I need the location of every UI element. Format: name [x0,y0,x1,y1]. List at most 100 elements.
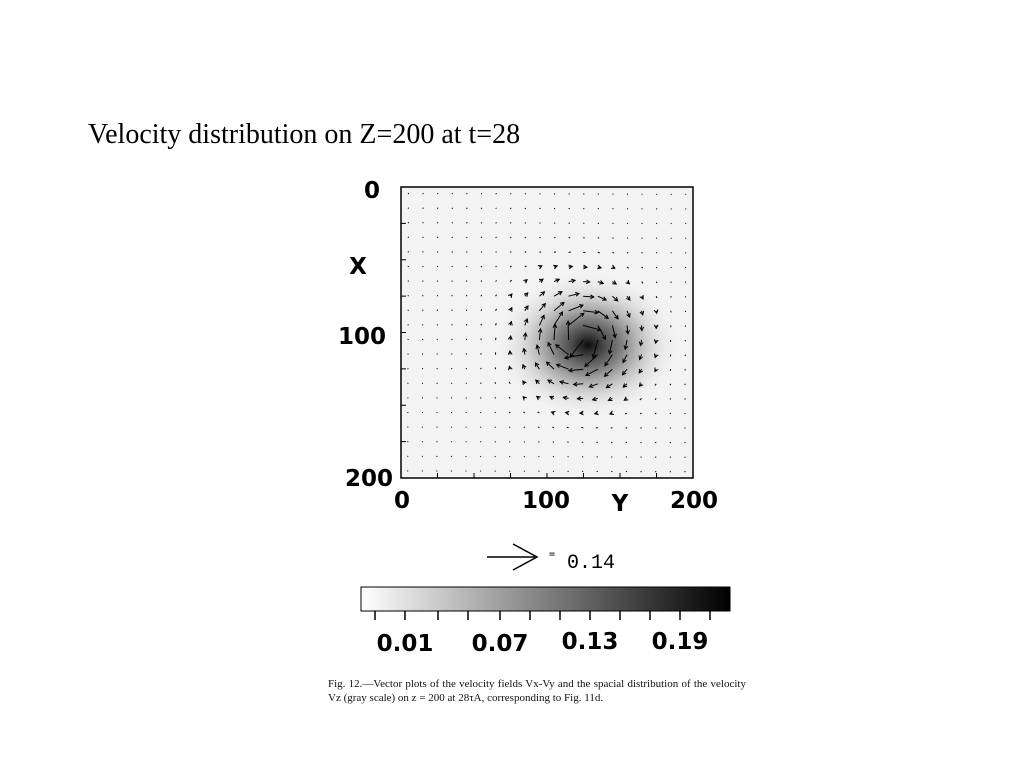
vector-arrow [612,295,619,302]
vector-arrow [684,252,687,254]
vector-arrow [654,398,657,400]
vector-arrow-head [625,329,630,335]
vector-arrow [422,251,424,253]
vector-arrow-head [547,379,552,384]
vector-arrow [422,207,424,209]
vector-arrow-head [623,396,629,401]
vector-arrow [480,207,483,210]
vector-arrow-head [549,395,554,401]
vector-arrow [451,280,453,282]
vector-arrow [641,281,644,284]
vector-arrow [640,456,642,458]
vector-arrow-head [522,347,527,353]
vector-arrow [494,397,497,399]
vector-arrow [495,193,497,195]
vector-arrow-head [540,291,546,296]
vector-arrow-head [508,293,513,299]
colorbar-tick-label: 0.01 [377,631,434,657]
vector-arrow [654,441,657,444]
vector-arrow [559,381,569,385]
vector-arrow [655,222,658,225]
vector-arrow [654,456,657,458]
vector-arrow [436,470,438,472]
vector-arrow-head [563,355,569,360]
vector-arrow-head [537,327,543,333]
vector-arrow-head [654,353,659,359]
vector-arrow [553,324,556,341]
vector-arrow [610,427,613,429]
vector-arrow [407,221,410,224]
vector-arrow-head [541,302,546,308]
vector-arrow-head [557,291,563,296]
vector-arrow-head [584,362,589,368]
vector-arrow [466,207,468,209]
y-tick-label: 100 [522,488,570,514]
vector-arrow [685,222,687,225]
vector-arrow [422,236,424,239]
vector-arrow [495,280,497,282]
vector-arrow-head [550,410,556,416]
vector-arrow-head [540,314,545,320]
vector-arrow [508,396,511,399]
reference-arrow [487,543,539,571]
vector-arrow [684,456,686,458]
vector-arrow-head [599,280,605,285]
vector-arrow [495,294,498,297]
vector-arrow [508,411,511,414]
slide-title: Velocity distribution on Z=200 at t=28 [88,119,520,150]
vector-arrow [684,368,686,371]
vector-arrow [465,441,467,443]
vector-arrow-head [621,370,627,376]
vector-arrow [684,398,686,400]
vector-arrow [494,411,497,414]
vector-arrow-head [589,294,595,300]
vector-arrow-head [567,367,573,373]
vector-arrow [479,470,482,472]
vector-arrow [466,265,468,268]
vector-arrow [684,427,686,429]
vector-arrow [553,251,557,253]
vector-arrow-head [623,345,629,351]
vector-arrow [495,251,497,253]
vector-arrow-head [626,296,631,301]
vector-arrow-head [522,363,527,369]
vector-arrow [524,332,527,341]
vector-arrow [494,455,496,458]
vector-arrow [669,441,672,444]
vector-arrow [669,412,672,415]
vector-arrow-head [564,410,570,416]
vector-arrow [465,426,467,428]
vector-arrow-head [638,341,644,347]
vector-arrow [495,236,497,239]
vector-arrow-head [574,292,580,297]
vector-arrow-head [591,353,597,359]
vector-arrow [639,412,642,415]
vector-arrow [684,441,686,444]
vector-arrow [611,325,616,338]
vector-arrow-head [653,309,659,315]
vector-arrow-head [588,383,594,389]
vector-arrow [626,266,630,269]
vector-arrow [568,368,584,372]
vector-arrow [422,280,424,282]
x-tick-label: 200 [345,466,393,492]
vector-arrow [495,222,497,224]
vector-arrow-head [612,280,618,285]
vector-arrow [626,251,629,254]
vector-arrow [509,470,511,472]
vector-arrow [640,441,642,444]
x-tick-label: 0 [364,178,380,204]
vector-arrow [684,412,686,415]
vector-arrow-head [578,304,584,309]
vector-arrow [583,295,594,298]
vector-arrow [553,302,565,312]
vector-arrow [407,251,410,253]
vector-arrow-head [605,383,611,389]
vector-arrow [436,236,439,239]
vector-arrow [524,318,528,326]
vector-arrow [592,339,599,358]
vector-arrow [495,308,497,312]
colorbar-tick-label: 0.19 [652,629,709,655]
